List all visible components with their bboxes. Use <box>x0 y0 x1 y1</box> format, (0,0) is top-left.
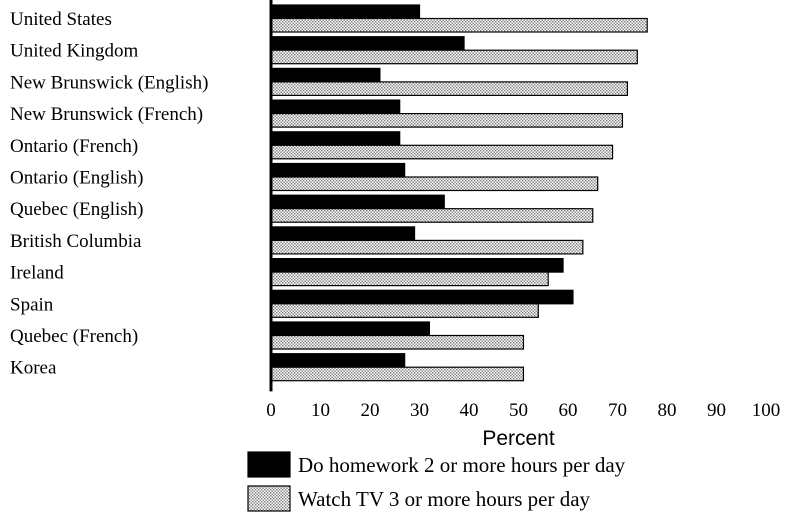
tv-bar-spain <box>270 303 539 318</box>
homework-bar-ontario-english <box>270 162 406 178</box>
x-tick-label-20: 20 <box>361 400 380 421</box>
homework-bar-quebec-english <box>270 194 445 210</box>
category-label-ireland: Ireland <box>10 263 64 284</box>
tv-bar-quebec-english <box>270 208 594 223</box>
legend-swatch-homework <box>247 451 291 478</box>
homework-bar-british-columbia <box>270 226 416 241</box>
category-label-new-brunswick-english: New Brunswick (English) <box>10 72 208 93</box>
tv-bar-united-states <box>270 17 648 33</box>
category-label-united-kingdom: United Kingdom <box>10 41 138 62</box>
x-tick-label-80: 80 <box>658 400 677 421</box>
x-tick-label-30: 30 <box>410 400 429 421</box>
x-tick-label-50: 50 <box>509 400 528 421</box>
legend-swatch-tv <box>247 485 291 512</box>
x-tick-label-0: 0 <box>266 400 276 421</box>
category-label-quebec-french: Quebec (French) <box>10 326 138 347</box>
tv-bar-new-brunswick-english <box>270 81 628 97</box>
homework-bar-korea <box>270 353 406 368</box>
x-tick-label-60: 60 <box>559 400 578 421</box>
category-label-british-columbia: British Columbia <box>10 231 142 252</box>
tv-bar-ontario-english <box>270 176 599 192</box>
homework-bar-quebec-french <box>270 321 430 337</box>
legend: Do homework 2 or more hours per day Watch… <box>247 451 626 512</box>
homework-bar-ireland <box>270 258 564 273</box>
category-label-ontario-french: Ontario (French) <box>10 136 138 157</box>
tv-bar-united-kingdom <box>270 49 638 65</box>
homework-bar-new-brunswick-french <box>270 99 401 115</box>
homework-bar-united-states <box>270 4 421 20</box>
x-tick-label-40: 40 <box>460 400 479 421</box>
bars <box>270 4 648 382</box>
category-label-ontario-english: Ontario (English) <box>10 168 144 189</box>
category-label-spain: Spain <box>10 294 54 315</box>
x-tick-label-100: 100 <box>752 400 781 421</box>
x-tick-label-70: 70 <box>608 400 627 421</box>
category-label-korea: Korea <box>10 358 57 379</box>
homework-bar-ontario-french <box>270 131 401 146</box>
category-label-new-brunswick-french: New Brunswick (French) <box>10 104 203 125</box>
x-axis-title: Percent <box>482 427 555 450</box>
tv-bar-british-columbia <box>270 239 584 255</box>
tv-bar-korea <box>270 366 525 382</box>
tv-bar-ireland <box>270 271 549 287</box>
category-label-quebec-english: Quebec (English) <box>10 199 143 220</box>
legend-label-homework: Do homework 2 or more hours per day <box>298 453 626 477</box>
category-labels: United States United Kingdom New Brunswick… <box>10 9 208 379</box>
tv-bar-quebec-french <box>270 334 525 350</box>
x-tick-label-90: 90 <box>707 400 726 421</box>
x-axis-ticks: 0 10 20 30 40 50 60 70 80 90 100 <box>266 400 780 421</box>
homework-bar-spain <box>270 289 574 305</box>
category-label-united-states: United States <box>10 9 112 30</box>
homework-bar-united-kingdom <box>270 36 465 51</box>
legend-label-tv: Watch TV 3 or more hours per day <box>298 487 591 511</box>
tv-bar-ontario-french <box>270 144 614 160</box>
homework-bar-new-brunswick-english <box>270 67 381 83</box>
x-tick-label-10: 10 <box>311 400 330 421</box>
tv-bar-new-brunswick-french <box>270 112 624 128</box>
